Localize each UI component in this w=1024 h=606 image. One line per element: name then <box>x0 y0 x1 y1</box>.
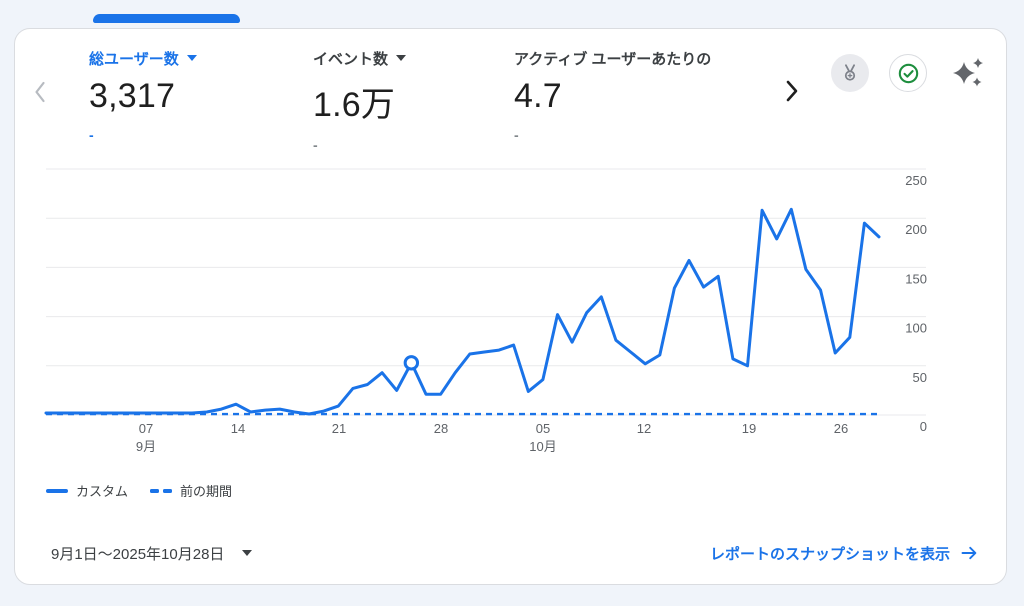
metric-selector-event-count[interactable]: イベント数 <box>313 47 407 69</box>
arrow-right-icon <box>961 546 977 560</box>
metric-comparison: - <box>89 127 94 143</box>
x-axis-label: 07 <box>139 421 153 436</box>
x-axis-month-label: 10月 <box>529 439 556 454</box>
metric-label: 総ユーザー数 <box>89 50 179 68</box>
check-circle-icon <box>898 63 918 83</box>
data-quality-button[interactable] <box>889 54 927 92</box>
x-axis-month-label: 9月 <box>136 439 156 454</box>
solid-line-swatch <box>46 488 68 493</box>
timeseries-chart[interactable]: 0 50 100 150 200 250 07 9月 14 21 28 05 10月 12 19 26 <box>15 156 1008 476</box>
x-axis-label: 05 <box>536 421 550 436</box>
x-axis-label: 19 <box>742 421 756 436</box>
snapshot-link-label: レポートのスナップショットを表示 <box>709 545 950 563</box>
metric-total-users: 総ユーザー数 3,317 - <box>89 47 197 143</box>
chart-legend: カスタム 前の期間 <box>46 481 232 500</box>
metric-value: 3,317 <box>89 77 176 115</box>
highlighted-point-marker <box>403 355 420 371</box>
benchmark-badge-button[interactable] <box>831 54 869 92</box>
dashed-line-swatch <box>150 488 173 493</box>
metric-events-per-active-user: アクティブ ユーザーあたりの 4.7 - <box>514 47 778 143</box>
report-snapshot-link[interactable]: レポートのスナップショットを表示 <box>710 539 978 567</box>
metric-comparison: - <box>313 137 318 153</box>
y-axis-label: 200 <box>905 222 927 237</box>
metric-selector-total-users[interactable]: 総ユーザー数 <box>89 47 197 69</box>
custom-series-line <box>44 207 881 416</box>
metric-value: 4.7 <box>514 77 562 115</box>
date-range-label: 9月1日〜2025年10月28日 <box>51 545 225 563</box>
medal-badge-icon <box>844 64 856 81</box>
next-metrics-button[interactable] <box>778 77 804 105</box>
y-axis-label: 100 <box>905 321 927 336</box>
metric-value: 1.6万 <box>313 86 396 124</box>
caret-down-icon <box>242 550 253 556</box>
date-range-selector[interactable]: 9月1日〜2025年10月28日 <box>51 539 253 567</box>
y-axis-label: 150 <box>905 271 927 286</box>
legend-item-custom: カスタム <box>46 481 128 500</box>
x-axis-label: 21 <box>332 421 346 436</box>
metric-selector-events-per-active-user[interactable]: アクティブ ユーザーあたりの <box>514 47 778 69</box>
insights-button[interactable] <box>951 55 985 89</box>
legend-item-previous-period: 前の期間 <box>150 481 232 500</box>
caret-down-icon <box>396 55 407 61</box>
chevron-left-icon <box>35 81 45 103</box>
y-axis-label: 250 <box>905 173 927 188</box>
legend-label: カスタム <box>76 484 129 499</box>
metric-label: アクティブ ユーザーあたりの <box>514 50 712 68</box>
y-axis-label: 50 <box>913 370 927 385</box>
overview-card: 総ユーザー数 3,317 - イベント数 1.6万 - アクティブ ユーザーあた… <box>14 28 1007 585</box>
prev-metrics-button[interactable] <box>29 79 53 105</box>
metric-comparison: - <box>514 127 519 143</box>
x-axis-label: 14 <box>231 421 245 436</box>
sparkle-icon <box>953 58 983 87</box>
x-axis-label: 12 <box>637 421 651 436</box>
legend-label: 前の期間 <box>180 484 233 499</box>
metric-label: イベント数 <box>313 50 389 68</box>
active-tab-indicator <box>93 14 240 23</box>
x-axis-label: 28 <box>434 421 448 436</box>
y-axis-label: 0 <box>920 419 927 434</box>
chevron-right-icon <box>786 80 798 102</box>
caret-down-icon <box>186 55 197 61</box>
x-axis-label: 26 <box>834 421 848 436</box>
metric-event-count: イベント数 1.6万 - <box>313 47 407 153</box>
